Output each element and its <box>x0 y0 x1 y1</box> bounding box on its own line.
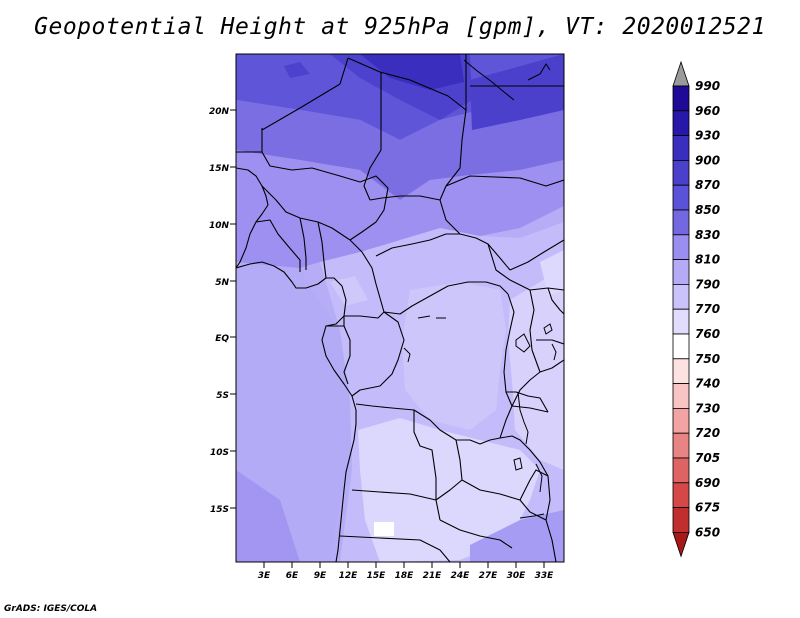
map-title: Geopotential Height at 925hPa [gpm], VT:… <box>34 14 766 40</box>
colorbar-arrow-bottom <box>672 532 690 558</box>
lat-label-5n: 5N <box>215 278 229 288</box>
field-900-c <box>284 62 310 78</box>
field-770-horn <box>540 250 564 296</box>
colorbar-swatch-760 <box>672 333 690 360</box>
lon-label-27e: 27E <box>479 571 499 581</box>
lat-label-eq: EQ <box>215 334 229 344</box>
colorbar-label-750: 750 <box>695 352 720 366</box>
colorbar-swatch-705 <box>672 457 690 484</box>
lon-label-6e: 6E <box>286 571 299 581</box>
colorbar-swatch-770 <box>672 308 690 335</box>
lon-label-15e: 15E <box>367 571 387 581</box>
field-790-west <box>236 262 358 562</box>
lat-label-15s: 15S <box>210 505 229 515</box>
colorbar-label-740: 740 <box>695 377 720 391</box>
colorbar-swatch-960 <box>672 110 690 137</box>
colorbar-label-650: 650 <box>695 525 720 539</box>
lat-label-10s: 10S <box>210 448 229 458</box>
colorbar-swatch-740 <box>672 383 690 409</box>
field-760-kalahari <box>374 522 394 536</box>
colorbar-label-810: 810 <box>695 253 720 267</box>
lat-label-15n: 15N <box>209 164 230 174</box>
lon-label-18e: 18E <box>395 571 415 581</box>
coastline-sinai <box>527 63 551 81</box>
colorbar-label-960: 960 <box>695 104 720 118</box>
lon-label-9e: 9E <box>314 571 327 581</box>
lakes <box>403 315 557 519</box>
coastline-red-sea <box>463 59 515 101</box>
colorbar-label-990: 990 <box>695 79 720 93</box>
colorbar-swatch-690 <box>672 482 690 508</box>
grads-credit: GrADS: IGES/COLA <box>4 604 98 614</box>
colorbar-label-900: 900 <box>695 153 720 167</box>
colorbar-swatch-810 <box>672 259 690 285</box>
lon-label-24e: 24E <box>451 571 471 581</box>
map-panel <box>236 54 564 562</box>
colorbar-label-850: 850 <box>695 203 720 217</box>
lon-label-21e: 21E <box>423 571 443 581</box>
colorbar-label-770: 770 <box>695 302 720 316</box>
lat-label-20n: 20N <box>209 107 230 117</box>
lon-axis <box>263 562 545 568</box>
colorbar: 990 960 930 900 870 850 830 810 790 770 760 750 740 7… <box>672 60 720 558</box>
colorbar-label-690: 690 <box>695 476 720 490</box>
colorbar-swatch-850 <box>672 209 690 236</box>
lat-axis <box>230 109 236 509</box>
field-930 <box>360 54 464 90</box>
colorbar-label-830: 830 <box>695 228 720 242</box>
colorbar-swatch-930 <box>672 135 690 161</box>
colorbar-label-870: 870 <box>695 178 720 192</box>
field-770-south <box>358 418 540 562</box>
lon-label-12e: 12E <box>339 571 359 581</box>
field-770-congo <box>402 282 506 430</box>
lon-label-3e: 3E <box>258 571 271 581</box>
colorbar-swatch-675 <box>672 507 690 533</box>
colorbar-swatch-790 <box>672 283 690 310</box>
colorbar-arrow-top <box>672 60 690 87</box>
field-770-east <box>508 268 564 470</box>
field-830-se <box>470 510 564 562</box>
field-830-sw <box>236 470 300 562</box>
field-830 <box>236 150 564 268</box>
colorbar-label-790: 790 <box>695 277 720 291</box>
colorbar-label-730: 730 <box>695 401 720 415</box>
lat-label-5s: 5S <box>216 391 229 401</box>
colorbar-swatch-990 <box>672 85 690 112</box>
colorbar-label-760: 760 <box>695 327 720 341</box>
colorbar-swatch-730 <box>672 407 690 434</box>
colorbar-label-675: 675 <box>695 501 720 515</box>
colorbar-label-720: 720 <box>695 426 720 440</box>
colorbar-swatch-750 <box>672 358 690 384</box>
colorbar-swatch-900 <box>672 159 690 186</box>
colorbar-label-705: 705 <box>695 451 720 465</box>
colorbar-swatch-870 <box>672 184 690 211</box>
lon-label-33e: 33E <box>535 571 555 581</box>
lat-label-10n: 10N <box>209 221 230 231</box>
map-frame <box>235 53 565 563</box>
colorbar-label-930: 930 <box>695 129 720 143</box>
colorbar-swatch-830 <box>672 234 690 261</box>
colorbar-swatch-720 <box>672 432 690 459</box>
lon-label-30e: 30E <box>507 571 527 581</box>
country-borders <box>236 54 564 562</box>
